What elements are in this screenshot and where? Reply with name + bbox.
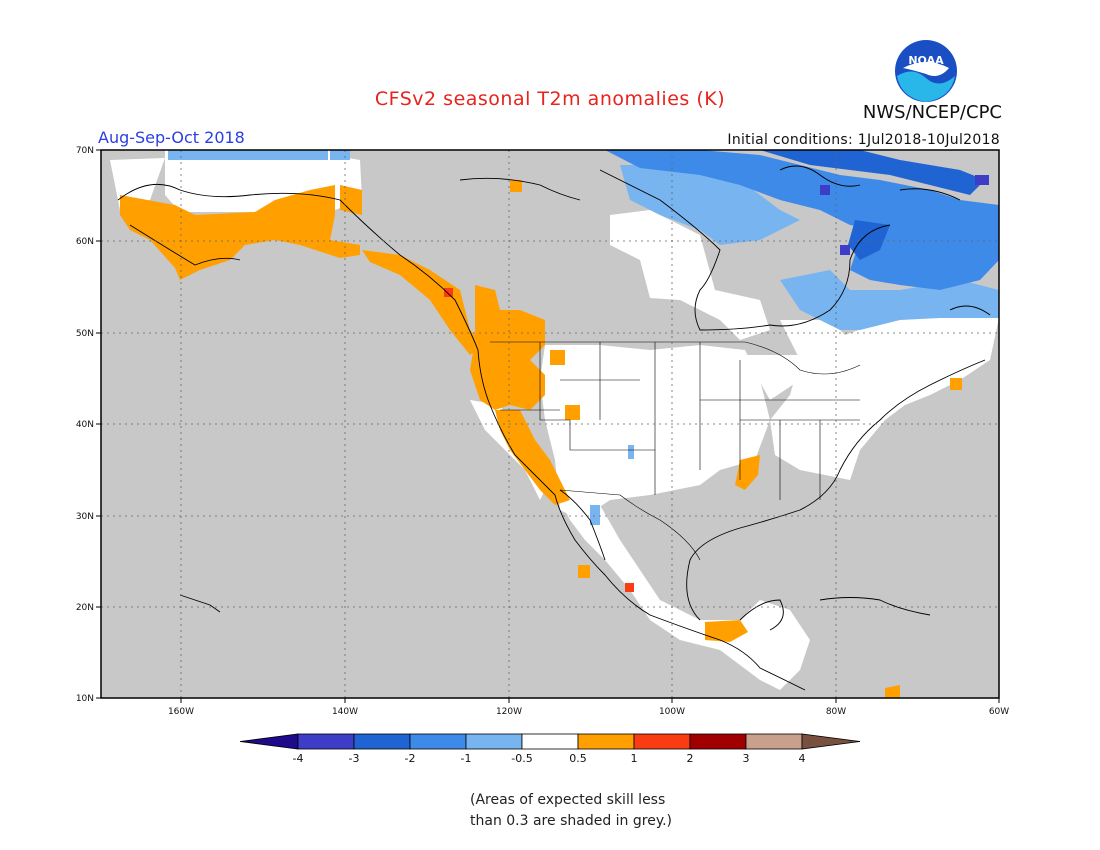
skill-note: (Areas of expected skill less than 0.3 a… (470, 790, 730, 832)
colorbar-swatch (633, 733, 691, 750)
strong-warm-anomaly-areas (444, 288, 634, 592)
lon-label: 80W (826, 707, 846, 717)
political-borders (490, 341, 861, 561)
lon-label: 120W (496, 707, 522, 717)
skill-note-line-2: than 0.3 are shaded in grey.) (470, 813, 673, 829)
colorbar-legend: -4 -3 -2 -1 -0.5 0.5 1 2 3 4 (239, 733, 861, 765)
season-label: Aug-Sep-Oct 2018 (98, 128, 245, 147)
map-title: CFSv2 seasonal T2m anomalies (K) (374, 88, 726, 110)
lat-label: 60N (76, 237, 94, 247)
skill-note-line-1: (Areas of expected skill less (470, 792, 666, 808)
warm-anomaly-areas (120, 180, 962, 698)
graticule (101, 150, 999, 698)
colorbar-arrow-low (239, 733, 299, 750)
colorbar-arrow-high (801, 733, 861, 750)
lon-label: 60W (989, 707, 1009, 717)
cool-anomaly-areas (605, 150, 999, 290)
colorbar-label: 1 (631, 752, 638, 765)
colorbar-label: 0.5 (569, 752, 587, 765)
lat-label: 50N (76, 329, 94, 339)
axis-ticks (96, 149, 1000, 703)
noaa-logo: NOAA (893, 38, 959, 104)
colorbar-swatch (465, 733, 523, 750)
latitude-labels: 70N 60N 50N 40N 30N 20N 10N (76, 146, 94, 704)
colorbar-label: -1 (461, 752, 472, 765)
colorbar-swatch (353, 733, 411, 750)
lat-label: 20N (76, 603, 94, 613)
lat-label: 30N (76, 512, 94, 522)
colorbar-label: -3 (349, 752, 360, 765)
coastlines (117, 165, 991, 691)
colorbar-swatch (297, 733, 355, 750)
strong-cool-anomaly-areas (760, 150, 985, 260)
colorbar-label: -2 (405, 752, 416, 765)
lon-label: 160W (168, 707, 194, 717)
lon-label: 140W (332, 707, 358, 717)
colorbar-label: 2 (687, 752, 694, 765)
lat-label: 40N (76, 420, 94, 430)
lat-label: 70N (76, 146, 94, 156)
agency-label: NWS/NCEP/CPC (862, 102, 1002, 123)
lat-label: 10N (76, 694, 94, 704)
colorbar-swatch (409, 733, 467, 750)
longitude-labels: 160W 140W 120W 100W 80W 60W (168, 707, 1009, 717)
very-strong-cool-anomaly-areas (820, 175, 989, 255)
colorbar-label: -4 (293, 752, 304, 765)
colorbar-label: 4 (799, 752, 806, 765)
initial-conditions-label: Initial conditions: 1Jul2018-10Jul2018 (727, 132, 1000, 148)
lon-label: 100W (659, 707, 685, 717)
colorbar-swatch (521, 733, 579, 750)
colorbar-label: -0.5 (511, 752, 532, 765)
colorbar-swatch (689, 733, 747, 750)
colorbar-swatch (577, 733, 635, 750)
colorbar-swatch (745, 733, 803, 750)
colorbar-label: 3 (743, 752, 750, 765)
logo-text: NOAA (908, 54, 944, 67)
